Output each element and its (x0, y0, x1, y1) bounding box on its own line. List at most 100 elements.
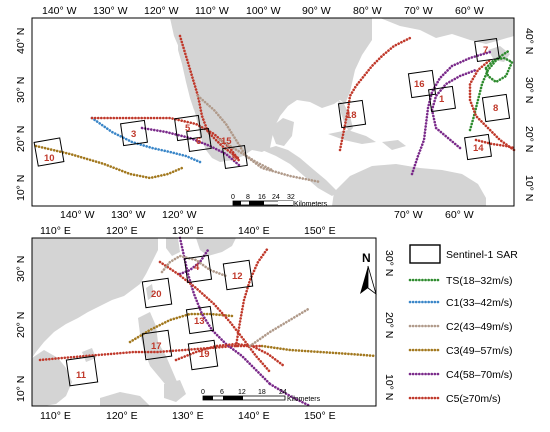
box-label-18: 18 (346, 110, 357, 121)
lat-label-30n-br: 30° N (383, 250, 395, 276)
borneo-land (100, 392, 150, 406)
korea-land (166, 238, 180, 256)
legend-sar-box-swatch (409, 244, 441, 264)
top-tracks (34, 34, 516, 184)
legend-item: C4(58–70m/s) (408, 369, 513, 381)
track-13 (178, 236, 272, 386)
sar-box-14 (464, 133, 492, 161)
legend-label-ts: TS(18–32m/s) (446, 275, 513, 287)
lon-label-130e: 130° E (172, 225, 204, 237)
lon-label-90w: 90° W (302, 5, 331, 17)
lat-label-20n-left: 20° N (15, 126, 27, 152)
lat-label-20n-br: 20° N (383, 312, 395, 338)
north-america-land (170, 18, 372, 162)
legend-item: C1(33–42m/s) (408, 297, 513, 309)
top-land (170, 18, 514, 206)
box-label-1: 1 (439, 94, 445, 105)
track-top-c2 (160, 254, 228, 278)
yucatan-land (270, 118, 294, 146)
lon-label-80w: 80° W (353, 5, 382, 17)
lat-label-30n-right: 30° N (523, 77, 535, 103)
bottom-box-labels: 4 20 12 13 17 19 11 (76, 262, 243, 381)
box-label-5: 5 (185, 123, 191, 134)
track-18 (338, 36, 412, 152)
scale-tick-8: 8 (246, 194, 250, 201)
box-label-12: 12 (232, 271, 243, 282)
sar-box-4 (183, 254, 213, 284)
sar-box-13 (185, 305, 215, 335)
lat-label-10n-br: 10° N (383, 374, 395, 400)
box-label-4: 4 (194, 262, 200, 273)
sar-box-5 (174, 114, 202, 142)
central-america-land (262, 146, 338, 196)
lon-label-100w: 100° W (246, 5, 281, 17)
lon-label-70w: 70° W (404, 5, 433, 17)
lon-label-150e: 150° E (304, 225, 336, 237)
track-11 (38, 344, 264, 362)
legend-label-c5: C5(≥70m/s) (446, 393, 501, 405)
bottom-map-frame (31, 237, 377, 407)
north-label: N (362, 251, 371, 265)
bottom-scale-tick-18: 18 (258, 389, 266, 396)
baja-land (178, 38, 196, 110)
bottom-lon-labels-bottom: 110° E 120° E 130° E 140° E 150° E (40, 410, 336, 422)
scale-tick-16: 16 (258, 194, 266, 201)
lon-label-bottom-60w: 60° W (445, 209, 474, 221)
legend-label-c4: C4(58–70m/s) (446, 369, 513, 381)
sar-box-6 (186, 128, 212, 152)
lat-label-20n-bl: 20° N (15, 312, 27, 338)
track-10 (34, 144, 184, 180)
north-arrow: N (360, 251, 377, 296)
box-label-11: 11 (76, 370, 87, 381)
lon-label-110w: 110° W (195, 5, 229, 17)
lat-label-10n-right: 10° N (523, 175, 535, 201)
top-lat-labels-right: 40° N 30° N 20° N 10° N (523, 28, 535, 201)
lon-label-bottom-130w: 130° W (111, 209, 146, 221)
box-label-7: 7 (483, 45, 488, 56)
box-label-16: 16 (414, 79, 425, 90)
scale-tick-24: 24 (272, 194, 280, 201)
bottom-map: 4 20 12 13 17 19 11 0 6 12 18 24 Kilomet… (15, 225, 395, 422)
box-label-19: 19 (199, 349, 210, 360)
sar-box-12 (222, 259, 254, 291)
track-3 (90, 116, 202, 164)
legend-item: C5(≥70m/s) (408, 393, 501, 405)
lon-label-bottom-120w: 120° W (162, 209, 197, 221)
legend-item: TS(18–32m/s) (408, 275, 513, 287)
track-9 (218, 138, 274, 172)
scale-tick-32: 32 (287, 194, 295, 201)
track-15 (196, 94, 322, 184)
track-14 (474, 138, 516, 150)
bottom-lat-labels-right: 30° N 20° N 10° N (383, 250, 395, 400)
lon-label-bottom-130e: 130° E (172, 410, 204, 422)
bottom-lat-labels-left: 30° N 20° N 10° N (15, 256, 27, 402)
lon-label-bottom-140w: 140° W (60, 209, 95, 221)
top-map-frame (31, 17, 515, 207)
lon-label-60w: 60° W (455, 5, 484, 17)
sar-box-16 (407, 69, 437, 99)
top-scalebar: 0 8 16 24 32 Kilometers (231, 194, 328, 208)
lat-label-20n-right: 20° N (523, 126, 535, 152)
sar-box-7 (474, 38, 500, 62)
lon-label-110e: 110° E (40, 225, 71, 237)
top-sar-boxes (33, 38, 511, 169)
cuba-land (328, 130, 376, 144)
japan-land (196, 238, 236, 256)
lon-label-bottom-140e: 140° E (238, 410, 270, 422)
box-label-6: 6 (196, 136, 201, 147)
sar-box-11 (65, 355, 99, 387)
track-1 (430, 68, 478, 150)
indochina-land (32, 350, 72, 406)
legend-sar-label: Sentinel-1 SAR (446, 249, 518, 261)
lat-label-30n-bl: 30° N (15, 256, 27, 282)
south-america-land (332, 164, 486, 206)
sar-box-18 (337, 99, 367, 129)
box-label-9: 9 (232, 153, 237, 164)
legend-item: C3(49–57m/s) (408, 345, 513, 357)
top-lat-labels-left: 40° N 30° N 20° N 10° N (15, 28, 27, 201)
sar-box-19 (187, 339, 219, 371)
box-label-14: 14 (473, 143, 484, 154)
canada-ne-land (380, 18, 514, 44)
track-8 (468, 58, 516, 152)
sar-box-3 (120, 119, 148, 147)
